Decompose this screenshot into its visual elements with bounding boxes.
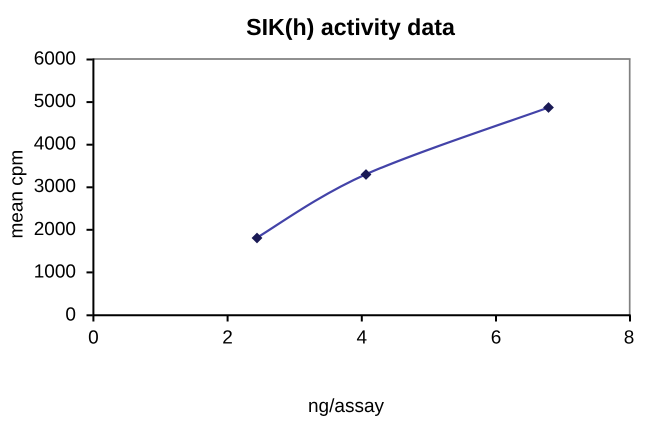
svg-text:2000: 2000 (34, 219, 76, 240)
svg-text:4: 4 (357, 328, 368, 349)
svg-text:0: 0 (65, 304, 76, 325)
svg-text:0: 0 (88, 328, 99, 349)
svg-text:3000: 3000 (34, 176, 76, 197)
svg-text:mean cpm: mean cpm (7, 150, 28, 239)
svg-text:2: 2 (222, 328, 233, 349)
svg-text:1000: 1000 (34, 261, 76, 282)
svg-text:6000: 6000 (34, 48, 76, 69)
svg-text:5000: 5000 (34, 91, 76, 112)
svg-text:ng/assay: ng/assay (308, 396, 385, 417)
svg-text:SIK(h) activity data: SIK(h) activity data (246, 14, 456, 40)
svg-text:4000: 4000 (34, 134, 76, 155)
svg-text:8: 8 (624, 328, 635, 349)
svg-text:6: 6 (491, 328, 502, 349)
